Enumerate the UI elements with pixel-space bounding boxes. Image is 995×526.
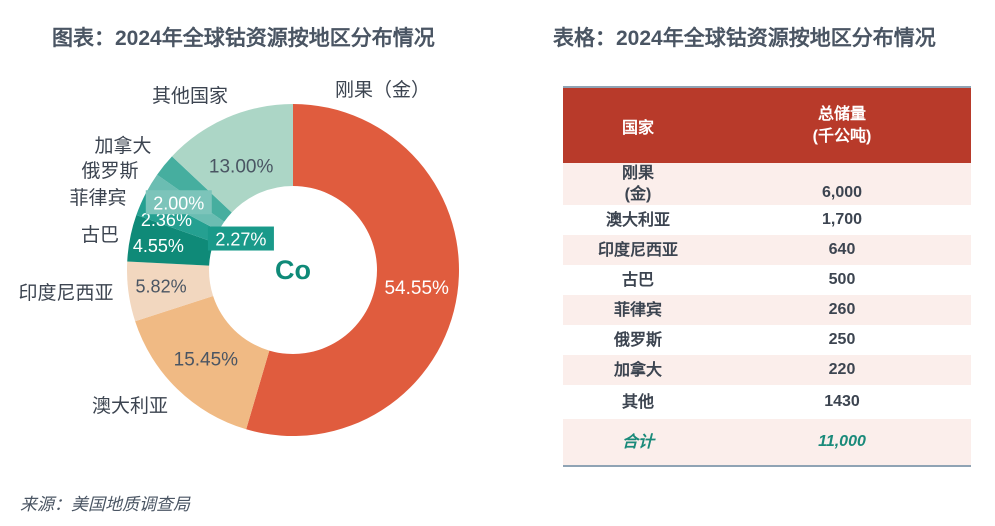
row-country: 古巴 — [621, 271, 654, 289]
category-label: 加拿大 — [94, 134, 151, 157]
row-country: 刚果 (金) — [563, 163, 713, 205]
category-label: 其他国家 — [152, 85, 228, 107]
data-label: 15.45% — [174, 350, 239, 371]
donut-slice — [246, 104, 459, 436]
row-country: 其他 — [621, 393, 654, 411]
row-value: 640 — [828, 241, 856, 258]
row-value: 260 — [828, 301, 856, 318]
row-country-line2: (金) — [624, 186, 652, 203]
table-row: 菲律宾 260 — [563, 295, 971, 325]
table-row: 俄罗斯 250 — [563, 325, 971, 355]
total-value: 11,000 — [818, 433, 866, 450]
row-country: 加拿大 — [613, 361, 662, 379]
header-reserves-line1: 总储量 — [817, 105, 866, 123]
data-label-box — [145, 190, 212, 215]
center-label: Co — [275, 255, 311, 285]
table-row: 古巴 500 — [563, 265, 971, 295]
category-label: 俄罗斯 — [81, 160, 138, 182]
category-label: 古巴 — [81, 224, 119, 246]
row-value: 220 — [828, 361, 856, 378]
row-value: 6,000 — [821, 184, 863, 201]
table-bottom-rule — [563, 465, 971, 467]
data-label: 54.55% — [384, 278, 449, 299]
header-country: 国家 — [621, 119, 654, 137]
row-country-line1: 刚果 — [621, 165, 654, 182]
reserves-table: 国家 总储量 (千公吨) 刚果 (金) 6,000 澳大利亚 1,700 印度尼… — [563, 86, 971, 467]
category-label: 印度尼西亚 — [18, 282, 113, 304]
total-label: 合计 — [621, 433, 654, 451]
table-top-rule — [563, 86, 971, 88]
table-title: 表格：2024年全球钴资源按地区分布情况 — [553, 27, 936, 50]
donut-slice — [135, 295, 270, 430]
table-row: 刚果 (金) 6,000 — [563, 163, 971, 205]
header-reserves: 总储量 (千公吨) — [713, 104, 971, 148]
table-total-row: 合计 11,000 — [563, 419, 971, 465]
data-label-box — [207, 226, 274, 251]
donut-slice — [157, 156, 232, 222]
donut-slice — [127, 215, 214, 266]
data-label: 2.27% — [215, 230, 266, 250]
row-country: 菲律宾 — [613, 301, 662, 319]
chart-title: 图表：2024年全球钴资源按地区分布情况 — [52, 27, 435, 50]
data-label: 2.36% — [141, 210, 192, 230]
category-label: 刚果（金） — [335, 79, 430, 101]
table-row: 其他 1430 — [563, 385, 971, 419]
donut-slice — [171, 104, 293, 213]
table-row: 加拿大 220 — [563, 355, 971, 385]
donut-slice — [127, 261, 214, 322]
table-row: 印度尼西亚 640 — [563, 235, 971, 265]
header-reserves-unit: (千公吨) — [812, 127, 872, 145]
row-value: 500 — [828, 271, 856, 288]
table-row: 澳大利亚 1,700 — [563, 205, 971, 235]
row-country: 俄罗斯 — [613, 331, 662, 349]
row-value: 1430 — [824, 393, 860, 410]
data-label: 5.82% — [136, 276, 187, 296]
row-value: 250 — [828, 331, 856, 348]
row-value: 1,700 — [821, 211, 863, 228]
row-country: 印度尼西亚 — [597, 241, 678, 259]
table-header: 国家 总储量 (千公吨) — [563, 88, 971, 163]
source-note: 来源：美国地质调查局 — [20, 495, 190, 514]
category-label: 澳大利亚 — [92, 395, 168, 417]
data-label: 4.55% — [133, 236, 184, 256]
data-label: 2.00% — [153, 193, 204, 213]
data-label: 13.00% — [209, 157, 274, 178]
donut-chart: 54.55% 15.45% 5.82% 4.55% 2.36%2.00% 2.27% 13.… — [18, 79, 459, 436]
category-label: 菲律宾 — [69, 187, 126, 209]
row-country: 澳大利亚 — [605, 211, 670, 229]
